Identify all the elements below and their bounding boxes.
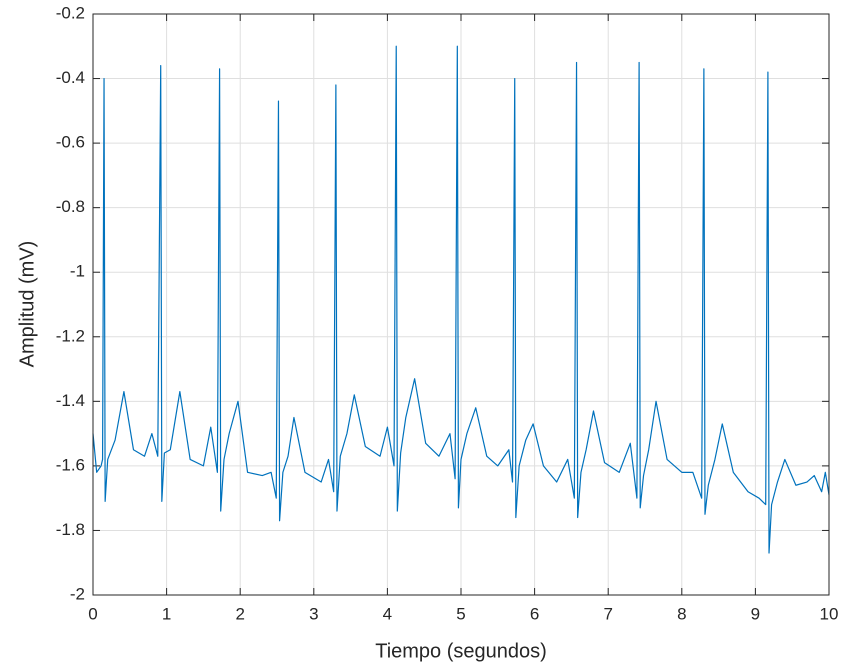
y-tick-label: -2 — [70, 584, 85, 603]
y-tick-label: -1.8 — [56, 520, 85, 539]
y-axis-label: Amplitud (mV) — [16, 241, 38, 368]
x-tick-label: 4 — [383, 604, 392, 623]
y-tick-label: -0.6 — [56, 133, 85, 152]
x-axis-label: Tiempo (segundos) — [375, 640, 547, 662]
y-tick-label: -1.2 — [56, 326, 85, 345]
axes-box — [92, 13, 830, 596]
x-tick-label: 2 — [235, 604, 244, 623]
x-tick-label: 6 — [530, 604, 539, 623]
y-tick-label: -1.6 — [56, 455, 85, 474]
x-tick-label: 5 — [456, 604, 465, 623]
y-tick-label: -0.8 — [56, 197, 85, 216]
y-tick-label: -1.4 — [56, 391, 85, 410]
x-tick-label: 9 — [751, 604, 760, 623]
y-tick-label: -0.4 — [56, 68, 85, 87]
x-tick-label: 1 — [162, 604, 171, 623]
x-tick-label: 0 — [88, 604, 97, 623]
line-series — [92, 45, 830, 554]
y-tick-label: -1 — [70, 262, 85, 281]
x-tick-label: 3 — [309, 604, 318, 623]
x-tick-label: 10 — [820, 604, 839, 623]
x-tick-label: 7 — [603, 604, 612, 623]
x-tick-label: 8 — [677, 604, 686, 623]
y-tick-label: -0.2 — [56, 3, 85, 22]
